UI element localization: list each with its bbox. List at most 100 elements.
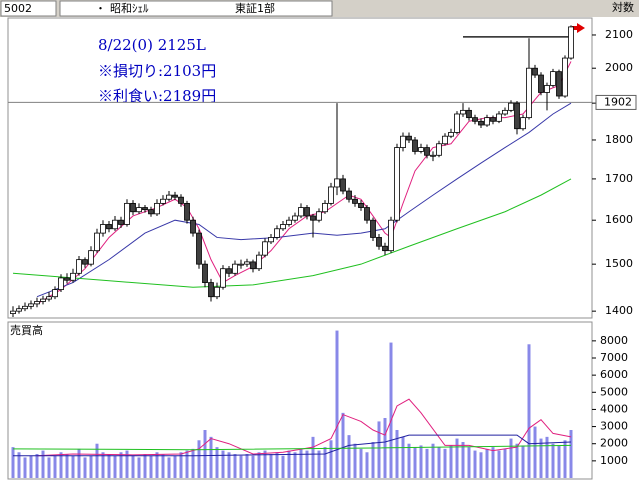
volume-bar [323, 447, 327, 478]
candle-body [154, 202, 160, 215]
volume-bar [17, 452, 21, 478]
volume-bar [203, 430, 207, 478]
candle-body [244, 261, 250, 265]
volume-bar [209, 436, 213, 478]
volume-bar [431, 443, 435, 478]
volume-bar [353, 443, 357, 478]
candle-body [382, 245, 388, 252]
candle-body [106, 224, 112, 230]
ref-label-box [595, 94, 637, 110]
code: 5002 [4, 2, 32, 15]
volume-bar [119, 452, 123, 478]
volume-bar [257, 452, 261, 478]
volume-bar [365, 452, 369, 478]
volume-bar [89, 455, 93, 478]
candle-body [118, 219, 124, 225]
y-tick-label: 5000 [600, 385, 628, 398]
y-tick-label: 6000 [600, 368, 628, 381]
candle-body [100, 224, 106, 234]
volume-bar [23, 457, 27, 478]
candle-body [70, 272, 76, 281]
candle-body [280, 224, 286, 230]
volume-bar [173, 455, 177, 478]
candle-body [538, 74, 544, 93]
candle-body [562, 57, 568, 97]
volume-bar [95, 443, 99, 478]
volume-bar [461, 442, 465, 478]
volume-bar [317, 450, 321, 478]
volume-bar [335, 330, 339, 478]
candle-body [304, 207, 310, 217]
volume-bar [437, 447, 441, 478]
candle-body [430, 154, 436, 157]
stock-name: 昭和ｼｪﾙ [110, 2, 149, 15]
candle-body [226, 268, 232, 274]
candle-body [40, 298, 46, 302]
candle-body [160, 198, 166, 204]
volume-bar [215, 447, 219, 478]
volume-bar [527, 344, 531, 478]
volume-bar [533, 426, 537, 478]
candle-body [370, 219, 376, 238]
volume-bar [47, 457, 51, 478]
candle-body [508, 102, 514, 111]
candle-body [484, 117, 490, 126]
candle-body [124, 202, 130, 225]
annotation: ※利食い:2189円 [98, 87, 216, 105]
volume-bar [293, 452, 297, 478]
volume-bar [377, 421, 381, 478]
candle-body [334, 178, 340, 188]
volume-bar [347, 435, 351, 478]
volume-bar [395, 430, 399, 478]
candle-body [358, 202, 364, 208]
volume-bar [521, 445, 525, 478]
volume-bar [77, 448, 81, 478]
y-tick-label: 7000 [600, 351, 628, 364]
candle-body [178, 196, 184, 204]
candle-body [322, 202, 328, 213]
candle-body [268, 237, 274, 243]
volume-bar [503, 448, 507, 478]
volume-bar [83, 457, 87, 478]
candle-body [184, 202, 190, 221]
candle-body [328, 186, 334, 204]
volume-bar [341, 412, 345, 478]
volume-bar [197, 440, 201, 478]
candle-body [316, 211, 322, 221]
ma-line [13, 434, 572, 457]
ma-line [12, 178, 572, 288]
candle-body [286, 219, 292, 225]
candle-body [22, 305, 28, 310]
candle-body [526, 67, 532, 119]
volume-bar [245, 454, 249, 478]
volume-bar [251, 455, 255, 478]
candle-body [520, 117, 526, 130]
volume-bar [155, 452, 159, 478]
volume-bar [359, 448, 363, 478]
candle-body [568, 26, 574, 59]
candle-body [190, 219, 196, 234]
candle-body [16, 308, 22, 312]
volume-bar [311, 436, 315, 478]
candle-body [310, 215, 316, 221]
candle-body [148, 209, 154, 215]
volume-bar [65, 454, 69, 478]
candle-body [52, 289, 58, 298]
candle-body [88, 250, 94, 265]
volume-bar [281, 455, 285, 478]
candle-body [238, 263, 244, 266]
candle-body [262, 241, 268, 256]
candle-body [394, 147, 400, 221]
ma-line [36, 398, 572, 457]
candle-body [376, 237, 382, 247]
volume-bar [113, 455, 117, 478]
volume-bar [551, 443, 555, 478]
candle-body [388, 219, 394, 252]
candle-body [472, 117, 478, 122]
volume-bar [125, 450, 129, 478]
volume-bar [425, 448, 429, 478]
candle-body [112, 219, 118, 230]
ma-line [36, 102, 572, 298]
volume-bar [11, 447, 15, 478]
